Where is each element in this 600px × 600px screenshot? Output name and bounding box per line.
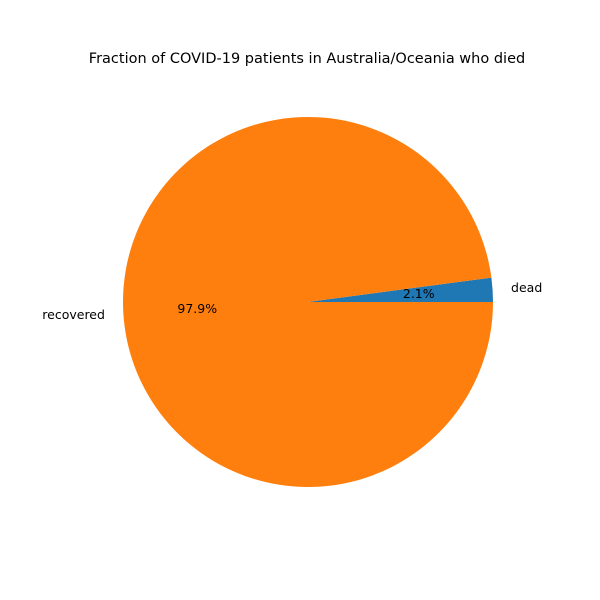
pie-slice-dead <box>308 277 493 302</box>
slice-label-dead: dead <box>511 280 542 295</box>
slice-percent-recovered: 97.9% <box>177 301 217 316</box>
pie-slices <box>123 117 493 488</box>
pie-labels: dead 2.1% recovered 97.9% <box>42 280 542 322</box>
slice-percent-dead: 2.1% <box>403 286 435 301</box>
slice-label-recovered: recovered <box>42 307 105 322</box>
pie-slice-recovered <box>123 117 493 488</box>
chart-title: Fraction of COVID-19 patients in Austral… <box>89 51 525 67</box>
